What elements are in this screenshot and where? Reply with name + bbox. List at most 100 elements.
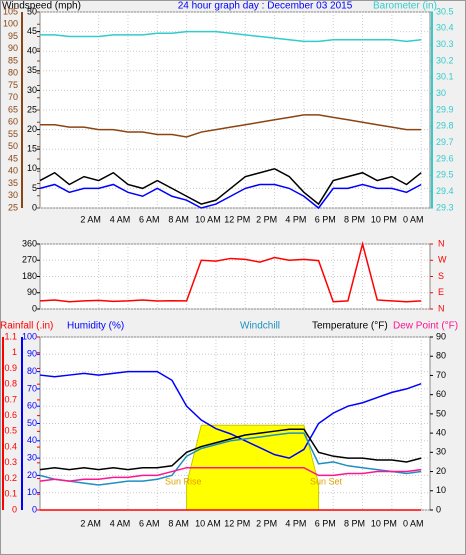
y2-tick-label: 30.3 <box>436 39 454 49</box>
x-tick-label: 10 AM <box>195 518 221 528</box>
y2-tick-label: 30.5 <box>436 6 454 16</box>
y-tick-label: 45 <box>27 26 37 36</box>
x-tick-label: 0 AM <box>403 214 424 224</box>
y2-tick-label: 20 <box>436 466 446 476</box>
y2-tick-label: 30 <box>436 447 446 457</box>
y-tick-label: 60 <box>27 401 37 411</box>
y2-tick-label: 70 <box>436 370 446 380</box>
y3-tick-label: 0.8 <box>4 379 17 389</box>
x-tick-label: 8 PM <box>344 214 365 224</box>
x-tick-label: 10 AM <box>195 214 221 224</box>
y3-tick-label: 95 <box>8 31 18 41</box>
y2-tick-label: 30.1 <box>436 72 454 82</box>
y-tick-label: 90 <box>27 349 37 359</box>
y2-tick-label: 29.7 <box>436 137 454 147</box>
x-tick-label: 8 AM <box>168 518 189 528</box>
y3-tick-label: 1.1 <box>4 331 17 341</box>
series-line <box>40 114 422 138</box>
x-tick-label: 8 AM <box>168 214 189 224</box>
humidity-label: Humidity (%) <box>67 321 124 332</box>
x-tick-label: 4 PM <box>285 518 306 528</box>
y-tick-label: 70 <box>27 383 37 393</box>
y2-tick-label: 40 <box>436 427 446 437</box>
x-tick-label: 12 PM <box>224 518 250 528</box>
y3-tick-label: 35 <box>8 178 18 188</box>
series-line <box>39 432 422 486</box>
y3-tick-label: 0.1 <box>4 489 17 499</box>
y3-tick-label: 0.3 <box>4 457 17 467</box>
y3-tick-label: 30 <box>8 190 18 200</box>
y-tick-label: 20 <box>27 124 37 134</box>
series-line <box>39 428 422 471</box>
y-tick-label: 100 <box>22 331 37 341</box>
y3-tick-label: 85 <box>8 55 18 65</box>
y-tick-label: 30 <box>27 452 37 462</box>
y-tick-label: 270 <box>22 255 37 265</box>
y-tick-label: 25 <box>27 104 37 114</box>
x-tick-label: 6 PM <box>315 518 336 528</box>
dew-point-label: Dew Point (°F) <box>393 321 458 332</box>
y3-tick-label: 100 <box>3 19 18 29</box>
y3-tick-label: 105 <box>3 6 18 16</box>
annotation: Sun Rise <box>165 476 202 486</box>
y3-tick-label: 1 <box>12 347 17 357</box>
y2-tick-label: 10 <box>436 485 446 495</box>
annotation: Sun Set <box>310 476 343 486</box>
x-tick-label: 0 AM <box>403 518 424 528</box>
x-tick-label: 6 PM <box>315 214 336 224</box>
y2-tick-label: 29.5 <box>436 170 454 180</box>
series-line <box>40 30 422 43</box>
y-tick-label: 30 <box>27 85 37 95</box>
series-line <box>39 183 422 210</box>
y3-tick-label: 0.7 <box>4 394 17 404</box>
y-tick-label: 90 <box>27 287 37 297</box>
y2-tick-label: S <box>438 271 444 281</box>
y2-tick-label: N <box>438 238 445 248</box>
y3-tick-label: 0.5 <box>4 426 17 436</box>
y-tick-label: 20 <box>27 470 37 480</box>
y-tick-label: 180 <box>22 271 37 281</box>
y2-tick-label: 29.8 <box>436 121 454 131</box>
y2-tick-label: 50 <box>436 408 446 418</box>
rainfall-label: Rainfall (.in) <box>0 321 53 332</box>
y2-tick-label: E <box>438 287 444 297</box>
x-tick-label: 4 AM <box>110 518 131 528</box>
x-tick-label: 12 PM <box>224 214 250 224</box>
y3-tick-label: 45 <box>8 153 18 163</box>
y-tick-label: 0 <box>32 202 37 212</box>
x-tick-label: 10 PM <box>371 214 397 224</box>
y-tick-label: 10 <box>27 487 37 497</box>
y3-tick-label: 50 <box>8 141 18 151</box>
y3-tick-label: 75 <box>8 80 18 90</box>
y-tick-label: 40 <box>27 46 37 56</box>
y3-tick-label: 70 <box>8 92 18 102</box>
y-tick-label: 5 <box>32 183 37 193</box>
y2-tick-label: 29.9 <box>436 104 454 114</box>
y-tick-label: 10 <box>27 163 37 173</box>
y2-tick-label: 30 <box>436 88 446 98</box>
x-tick-label: 10 PM <box>371 518 397 528</box>
y-tick-label: 50 <box>27 6 37 16</box>
y3-tick-label: 65 <box>8 104 18 114</box>
y3-tick-label: 90 <box>8 43 18 53</box>
y-tick-label: 50 <box>27 418 37 428</box>
y3-tick-label: 80 <box>8 68 18 78</box>
x-tick-label: 8 PM <box>344 518 365 528</box>
series-line <box>39 370 422 459</box>
series-line <box>39 167 422 206</box>
y2-tick-label: 29.3 <box>436 202 454 212</box>
y3-tick-label: 0 <box>12 504 17 514</box>
y2-tick-label: 30.4 <box>436 23 454 33</box>
y2-tick-label: 29.6 <box>436 153 454 163</box>
y2-tick-label: 80 <box>436 351 446 361</box>
barometer-label: Barometer (in) <box>373 1 437 12</box>
y-tick-label: 40 <box>27 435 37 445</box>
y-tick-label: 80 <box>27 366 37 376</box>
x-tick-label: 2 PM <box>256 518 277 528</box>
chart-title: 24 hour graph day : December 03 2015 <box>178 1 353 12</box>
x-tick-label: 2 PM <box>256 214 277 224</box>
y2-tick-label: W <box>438 255 447 265</box>
windspeed-label: Windspeed (mph) <box>2 1 81 12</box>
y-tick-label: 35 <box>27 65 37 75</box>
y3-tick-label: 25 <box>8 202 18 212</box>
